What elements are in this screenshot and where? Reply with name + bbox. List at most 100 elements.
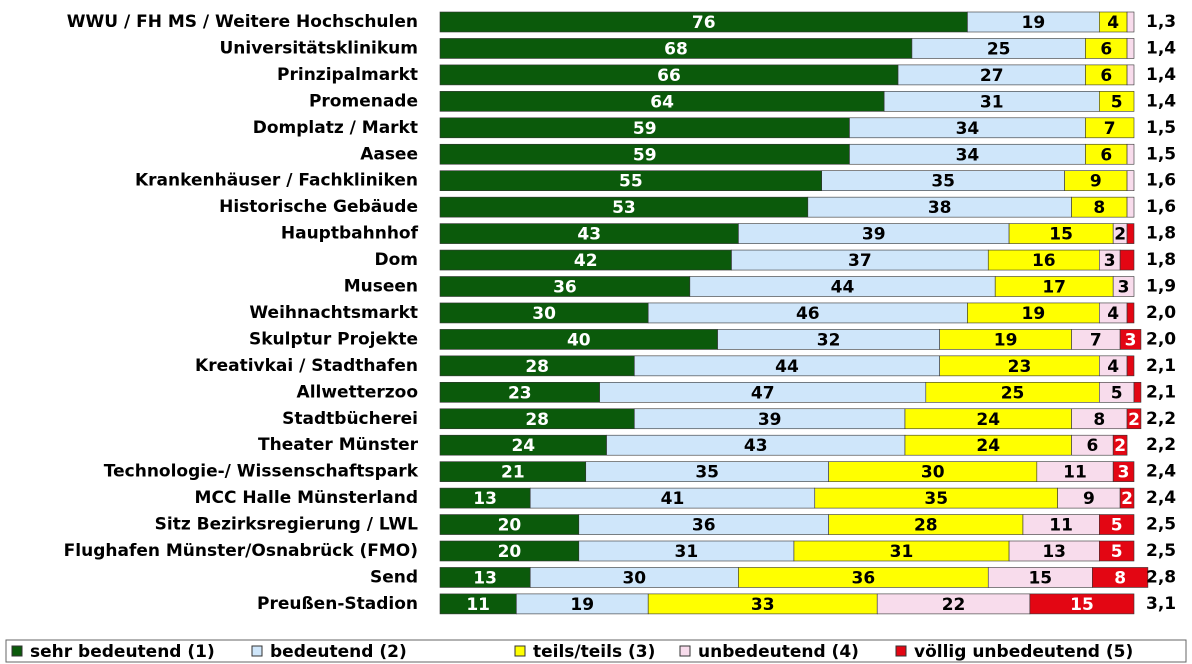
legend-label: unbedeutend (4)	[698, 642, 859, 662]
data-label: 33	[751, 595, 775, 615]
data-label: 30	[532, 304, 556, 324]
bar-segment	[1119, 487, 1135, 509]
data-label: 11	[1063, 463, 1087, 483]
data-label: 3	[1125, 330, 1137, 350]
data-label: 13	[473, 568, 497, 588]
category-label: Prinzipalmarkt	[277, 65, 418, 85]
bar-segment	[1126, 408, 1142, 430]
data-label: 31	[890, 542, 914, 562]
data-label: 6	[1100, 66, 1112, 86]
category-label: Museen	[344, 277, 418, 297]
data-label: 28	[914, 516, 938, 536]
data-label: 59	[633, 119, 657, 139]
legend-label: teils/teils (3)	[533, 642, 655, 662]
bar-segment	[1099, 514, 1135, 535]
legend-swatch	[514, 645, 526, 657]
data-label: 47	[751, 383, 775, 403]
bar-segment	[1126, 302, 1135, 324]
bar-segment	[1126, 143, 1135, 165]
data-label: 7	[1090, 330, 1102, 350]
data-label: 20	[498, 542, 522, 562]
data-label: 2	[1114, 225, 1126, 245]
data-label: 76	[692, 13, 716, 33]
average-label: 2,2	[1146, 409, 1176, 429]
average-label: 1,6	[1146, 171, 1176, 191]
data-label: 16	[1032, 251, 1056, 271]
bar-segment	[1099, 91, 1135, 112]
data-label: 5	[1111, 383, 1123, 403]
data-label: 34	[956, 119, 980, 139]
average-label: 1,4	[1146, 65, 1176, 85]
data-label: 2	[1121, 489, 1133, 509]
data-label: 35	[695, 463, 719, 483]
data-label: 36	[553, 278, 577, 298]
category-label: Technologie-/ Wissenschaftspark	[104, 462, 419, 482]
data-label: 42	[574, 251, 598, 271]
data-label: 19	[1022, 13, 1046, 33]
data-label: 31	[675, 542, 699, 562]
data-label: 21	[501, 463, 525, 483]
data-label: 66	[657, 66, 681, 86]
data-label: 64	[650, 92, 674, 112]
data-label: 43	[577, 225, 601, 245]
data-label: 24	[976, 436, 1000, 456]
bar-segment	[1133, 381, 1142, 403]
bar-segment	[1126, 64, 1135, 86]
category-label: Dom	[374, 250, 418, 270]
data-label: 44	[775, 357, 799, 377]
bar-segment	[1126, 11, 1135, 33]
average-label: 1,8	[1146, 250, 1176, 270]
average-label: 2,1	[1146, 356, 1176, 376]
bar-segment	[1126, 38, 1135, 59]
category-label: Send	[370, 567, 418, 587]
category-label: Sitz Bezirksregierung / LWL	[155, 515, 419, 535]
data-label: 9	[1090, 172, 1102, 192]
data-label: 20	[498, 516, 522, 536]
data-label: 35	[931, 172, 955, 192]
category-label: Stadtbücherei	[282, 409, 418, 429]
legend-label: völlig unbedeutend (5)	[914, 642, 1133, 662]
data-label: 17	[1042, 278, 1066, 298]
data-label: 25	[987, 39, 1011, 59]
data-label: 13	[473, 489, 497, 509]
data-label: 30	[622, 568, 646, 588]
average-label: 1,4	[1146, 91, 1176, 111]
bar-segment	[1119, 249, 1135, 271]
data-label: 24	[511, 436, 535, 456]
data-label: 59	[633, 145, 657, 165]
average-label: 1,8	[1146, 224, 1176, 244]
average-label: 1,5	[1146, 118, 1176, 138]
legend-swatch	[895, 645, 907, 657]
data-label: 38	[928, 198, 952, 218]
data-label: 35	[924, 489, 948, 509]
data-label: 3	[1118, 463, 1130, 483]
average-label: 1,9	[1146, 277, 1176, 297]
average-label: 2,0	[1146, 303, 1176, 323]
data-label: 5	[1111, 516, 1123, 536]
data-label: 28	[525, 357, 549, 377]
data-label: 19	[1022, 304, 1046, 324]
data-label: 15	[1070, 595, 1094, 615]
data-label: 53	[612, 198, 636, 218]
data-label: 8	[1093, 198, 1105, 218]
legend-swatch	[679, 645, 691, 657]
average-label: 1,3	[1146, 12, 1176, 32]
data-label: 55	[619, 172, 643, 192]
data-label: 30	[921, 463, 945, 483]
data-label: 68	[664, 39, 688, 59]
data-label: 5	[1111, 92, 1123, 112]
average-label: 3,1	[1146, 594, 1176, 614]
data-label: 2	[1114, 436, 1126, 456]
data-label: 25	[1001, 383, 1025, 403]
data-label: 40	[567, 330, 591, 350]
bar-segment	[1126, 223, 1135, 244]
average-label: 2,1	[1146, 382, 1176, 402]
category-label: Preußen-Stadion	[257, 594, 418, 614]
category-label: Allwetterzoo	[297, 382, 418, 402]
data-label: 24	[976, 410, 1000, 430]
data-label: 15	[1049, 225, 1073, 245]
bar-segment	[1126, 355, 1135, 377]
average-label: 1,6	[1146, 197, 1176, 217]
category-label: Aasee	[360, 144, 418, 164]
data-label: 19	[570, 595, 594, 615]
